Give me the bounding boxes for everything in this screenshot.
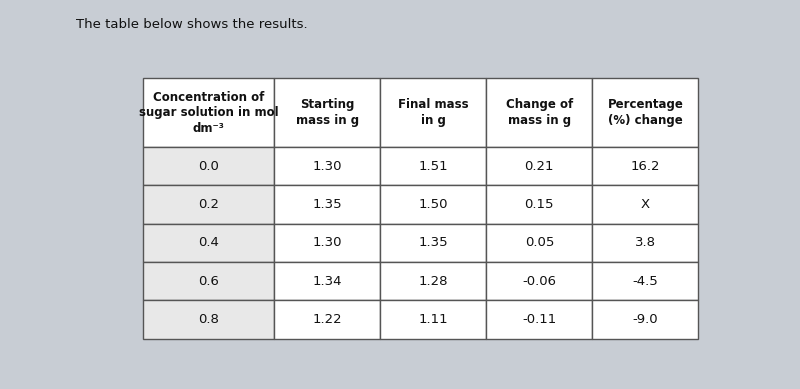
Bar [143, 147, 274, 186]
Bar [486, 147, 592, 186]
Bar [381, 186, 486, 224]
Bar [143, 186, 274, 224]
Bar [486, 300, 592, 339]
Text: 0.0: 0.0 [198, 160, 219, 173]
Text: X: X [641, 198, 650, 211]
Bar [381, 300, 486, 339]
Text: 1.30: 1.30 [313, 237, 342, 249]
Bar [381, 78, 486, 147]
Bar [274, 147, 381, 186]
Text: The table below shows the results.: The table below shows the results. [76, 18, 308, 30]
Text: 0.4: 0.4 [198, 237, 219, 249]
Text: 1.28: 1.28 [418, 275, 448, 288]
Bar [381, 224, 486, 262]
Bar [592, 147, 698, 186]
Bar [592, 78, 698, 147]
Bar [486, 78, 592, 147]
Text: 0.8: 0.8 [198, 313, 219, 326]
Bar [274, 78, 381, 147]
Text: -0.11: -0.11 [522, 313, 557, 326]
Bar [486, 186, 592, 224]
Text: 1.51: 1.51 [418, 160, 448, 173]
Text: 1.35: 1.35 [418, 237, 448, 249]
Text: 1.22: 1.22 [313, 313, 342, 326]
Bar [274, 300, 381, 339]
Bar [274, 224, 381, 262]
Bar [592, 262, 698, 300]
Bar [143, 300, 274, 339]
Bar [143, 262, 274, 300]
Text: 0.2: 0.2 [198, 198, 219, 211]
Bar [143, 78, 274, 147]
Text: Starting
mass in g: Starting mass in g [296, 98, 359, 127]
Text: 1.11: 1.11 [418, 313, 448, 326]
Text: 1.50: 1.50 [418, 198, 448, 211]
Text: 3.8: 3.8 [635, 237, 656, 249]
Bar [486, 262, 592, 300]
Bar [592, 186, 698, 224]
Text: 0.21: 0.21 [525, 160, 554, 173]
Text: 1.35: 1.35 [313, 198, 342, 211]
Text: 1.34: 1.34 [313, 275, 342, 288]
Bar [592, 300, 698, 339]
Text: -9.0: -9.0 [633, 313, 658, 326]
Bar [274, 262, 381, 300]
Bar [143, 224, 274, 262]
Text: 1.30: 1.30 [313, 160, 342, 173]
Bar [274, 186, 381, 224]
Text: 0.05: 0.05 [525, 237, 554, 249]
Text: 16.2: 16.2 [630, 160, 660, 173]
Text: Change of
mass in g: Change of mass in g [506, 98, 573, 127]
Bar [381, 147, 486, 186]
Text: Concentration of
sugar solution in mol
dm⁻³: Concentration of sugar solution in mol d… [139, 91, 278, 135]
Bar [592, 224, 698, 262]
Bar [486, 224, 592, 262]
Text: -4.5: -4.5 [633, 275, 658, 288]
Text: 0.15: 0.15 [525, 198, 554, 211]
Text: Final mass
in g: Final mass in g [398, 98, 469, 127]
Text: -0.06: -0.06 [522, 275, 556, 288]
Text: Percentage
(%) change: Percentage (%) change [607, 98, 683, 127]
Text: 0.6: 0.6 [198, 275, 219, 288]
Bar [381, 262, 486, 300]
